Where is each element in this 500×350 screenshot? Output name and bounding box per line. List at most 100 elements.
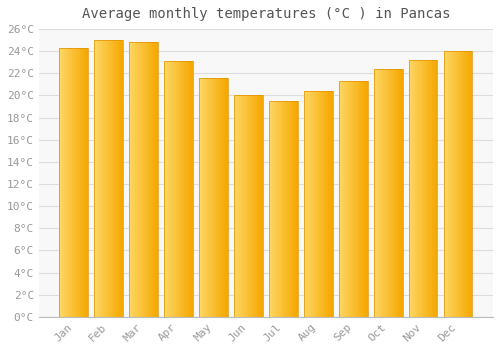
Bar [130,42,131,317]
Bar [340,81,342,317]
Bar [103,40,104,317]
Bar [374,69,376,317]
Bar [444,51,445,317]
Bar [401,69,402,317]
Bar [94,40,96,317]
Bar [260,96,262,317]
Bar [214,78,215,317]
Bar [377,69,378,317]
Bar [284,101,285,317]
Bar [314,91,316,317]
Bar [339,81,340,317]
Bar [240,96,242,317]
Bar [304,91,332,317]
Bar [224,78,225,317]
Bar [433,60,434,317]
Bar [366,81,368,317]
Bar [424,60,426,317]
Bar [62,48,64,317]
Bar [252,96,253,317]
Bar [330,91,331,317]
Bar [64,48,65,317]
Bar [384,69,386,317]
Bar [142,42,144,317]
Bar [210,78,212,317]
Bar [202,78,203,317]
Bar [392,69,394,317]
Bar [237,96,238,317]
Bar [246,96,247,317]
Bar [448,51,450,317]
Bar [276,101,278,317]
Bar [466,51,468,317]
Bar [419,60,420,317]
Bar [308,91,310,317]
Bar [122,40,123,317]
Bar [110,40,112,317]
Bar [426,60,428,317]
Bar [413,60,414,317]
Bar [200,78,202,317]
Bar [358,81,359,317]
Bar [272,101,274,317]
Bar [321,91,322,317]
Bar [310,91,311,317]
Bar [327,91,328,317]
Bar [108,40,110,317]
Bar [292,101,294,317]
Bar [209,78,210,317]
Bar [155,42,156,317]
Bar [274,101,275,317]
Bar [451,51,452,317]
Bar [172,61,173,317]
Bar [378,69,380,317]
Bar [186,61,187,317]
Bar [456,51,458,317]
Bar [61,48,62,317]
Bar [352,81,354,317]
Bar [282,101,284,317]
Bar [278,101,279,317]
Bar [461,51,462,317]
Bar [76,48,78,317]
Bar [391,69,392,317]
Bar [192,61,193,317]
Bar [318,91,320,317]
Bar [256,96,257,317]
Bar [388,69,390,317]
Bar [220,78,222,317]
Bar [154,42,155,317]
Bar [326,91,327,317]
Bar [454,51,455,317]
Bar [98,40,100,317]
Bar [173,61,174,317]
Bar [295,101,296,317]
Bar [382,69,384,317]
Bar [279,101,280,317]
Bar [225,78,226,317]
Bar [322,91,324,317]
Bar [458,51,460,317]
Bar [269,101,298,317]
Bar [70,48,71,317]
Bar [320,91,321,317]
Bar [270,101,272,317]
Bar [135,42,136,317]
Bar [94,40,123,317]
Bar [104,40,106,317]
Bar [350,81,352,317]
Bar [360,81,362,317]
Bar [216,78,218,317]
Bar [187,61,188,317]
Bar [238,96,240,317]
Bar [164,61,166,317]
Bar [166,61,167,317]
Bar [184,61,186,317]
Bar [339,81,368,317]
Bar [218,78,220,317]
Bar [226,78,228,317]
Bar [114,40,116,317]
Bar [106,40,108,317]
Bar [199,78,228,317]
Bar [131,42,132,317]
